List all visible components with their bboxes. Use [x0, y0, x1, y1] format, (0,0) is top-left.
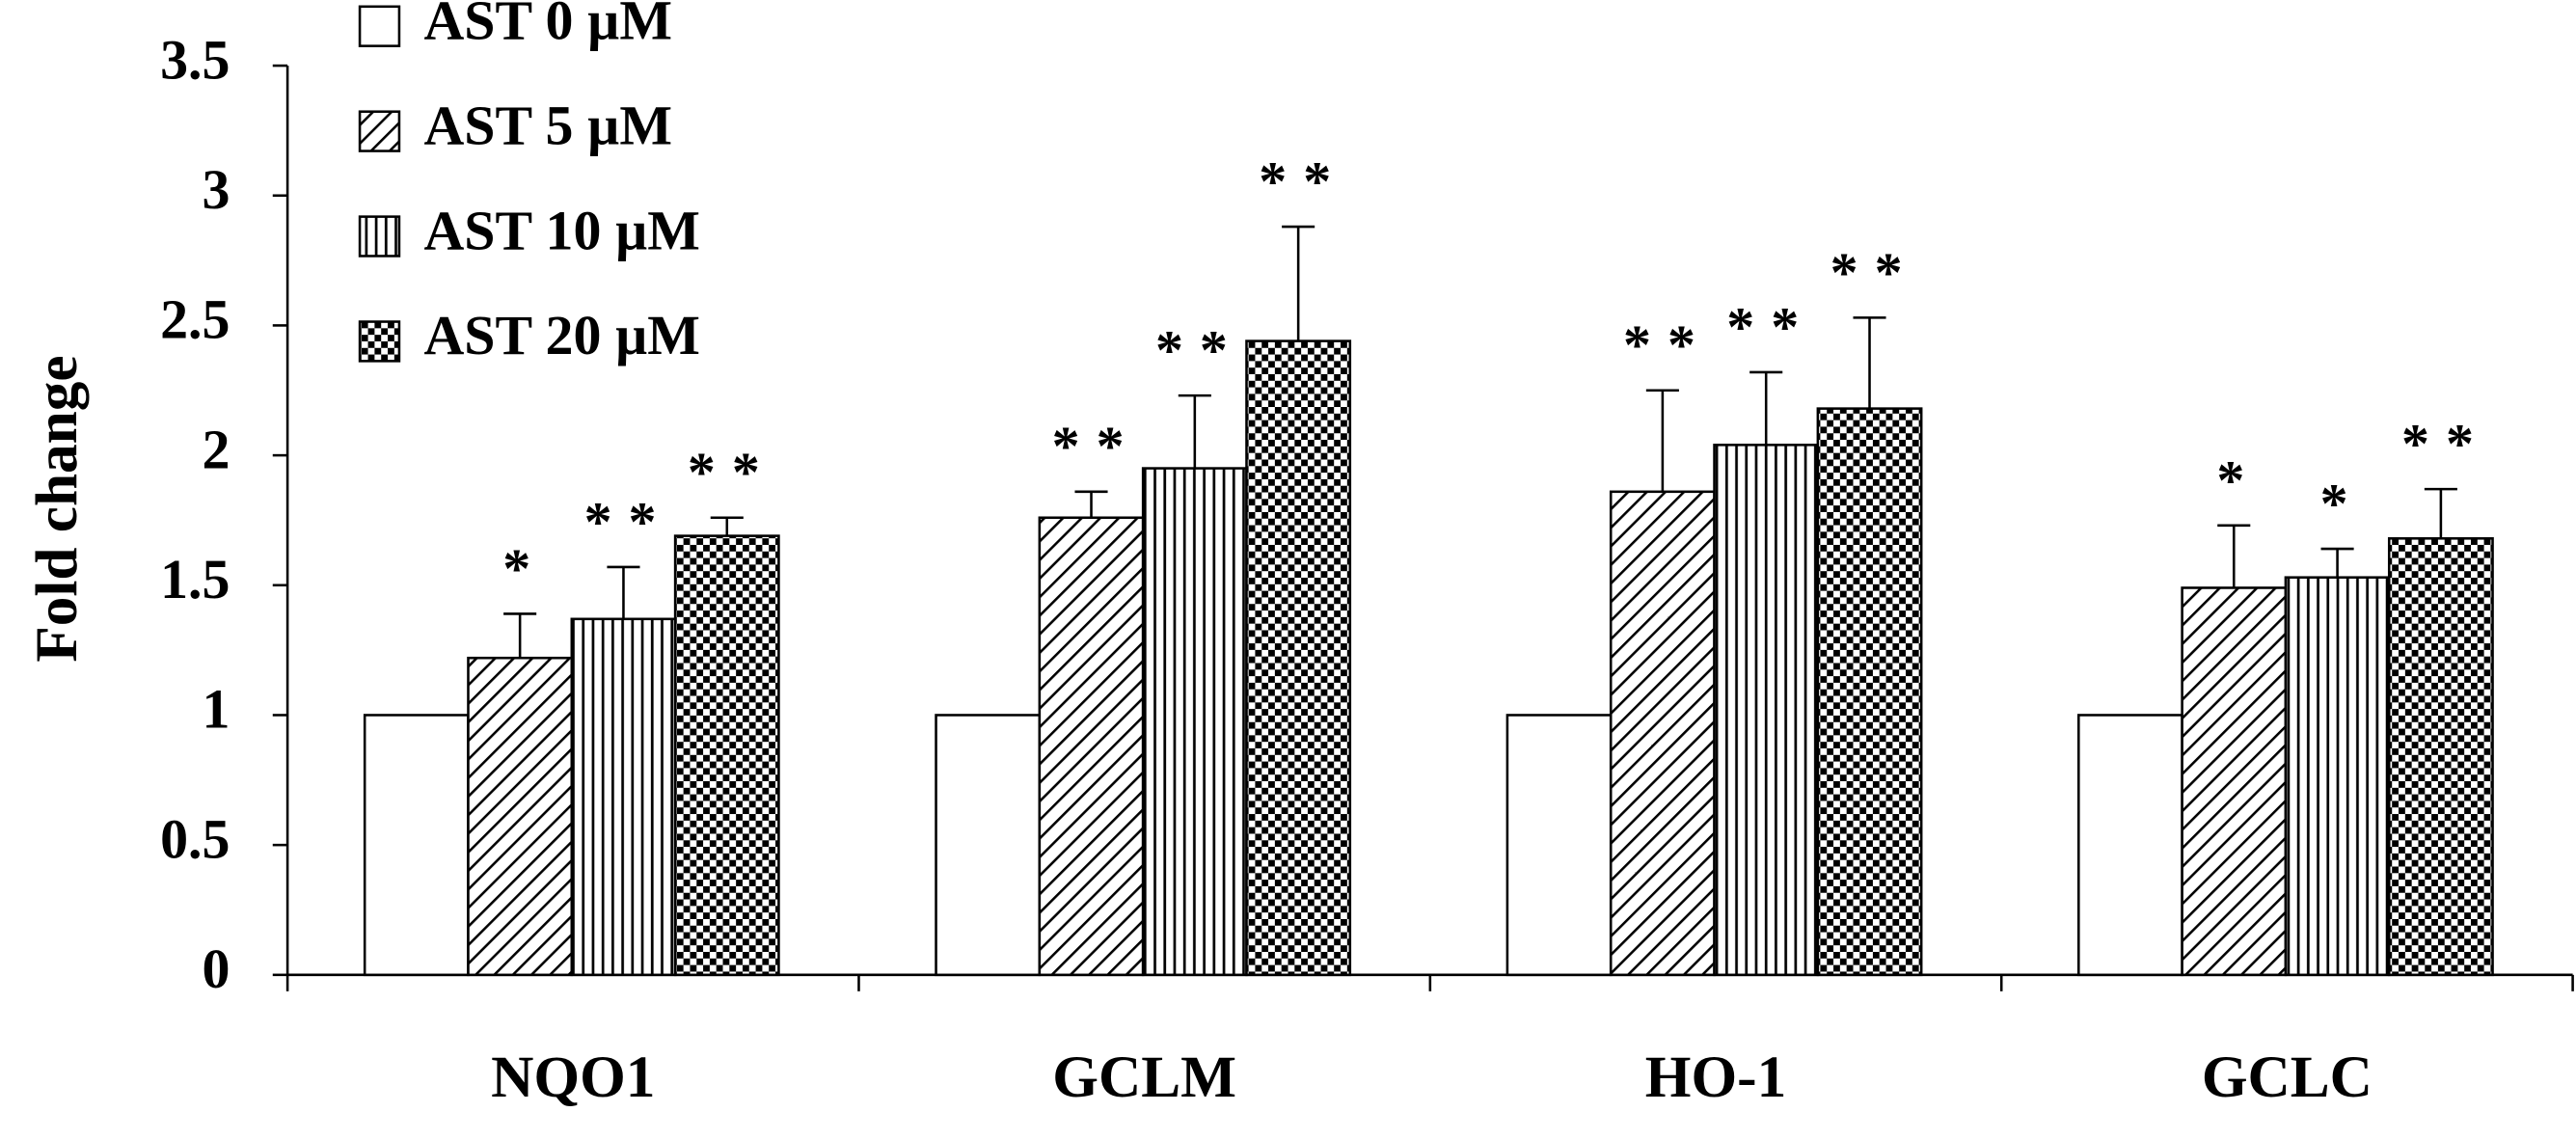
- y-tick-label: 1: [203, 678, 230, 741]
- bar: [2387, 537, 2494, 977]
- significance-label: **: [688, 441, 776, 503]
- legend-label: AST 20 µM: [423, 304, 699, 366]
- legend-label: AST 10 µM: [423, 199, 699, 261]
- legend-swatch: [358, 5, 401, 47]
- significance-label: *: [502, 537, 547, 600]
- x-tick-label: HO-1: [1645, 1044, 1786, 1110]
- significance-label: **: [1259, 150, 1347, 213]
- bar: [1609, 490, 1716, 977]
- bar: [1816, 407, 1923, 977]
- significance-label: **: [1155, 319, 1244, 382]
- significance-label: *: [2320, 473, 2365, 535]
- significance-label: **: [1726, 295, 1815, 358]
- bar: [363, 714, 470, 977]
- x-tick-label: GCLC: [2202, 1044, 2373, 1110]
- y-tick-label: 3.5: [160, 28, 230, 91]
- bar: [2181, 586, 2288, 977]
- y-axis-label: Fold change: [24, 355, 90, 662]
- legend-swatch: [358, 110, 401, 152]
- bar: [2284, 576, 2391, 977]
- significance-label: **: [584, 490, 673, 553]
- bar: [673, 534, 780, 977]
- y-tick-label: 2.5: [160, 288, 230, 351]
- y-tick-label: 0: [203, 937, 230, 1000]
- y-tick-label: 0.5: [160, 807, 230, 870]
- bar: [1038, 516, 1145, 977]
- legend-label: AST 5 µM: [423, 94, 672, 156]
- significance-label: **: [1830, 241, 1919, 304]
- y-tick-label: 2: [203, 418, 230, 480]
- significance-label: **: [1052, 415, 1141, 477]
- significance-label: *: [2216, 448, 2261, 511]
- significance-label: **: [1623, 313, 1712, 376]
- significance-label: **: [2401, 413, 2490, 475]
- bar: [935, 714, 1042, 977]
- bar: [570, 617, 677, 977]
- y-tick-label: 3: [203, 158, 230, 221]
- bar: [467, 656, 574, 977]
- bar: [1505, 714, 1613, 977]
- bar: [1713, 444, 1820, 977]
- bar: [1141, 467, 1248, 977]
- bar: [1245, 339, 1352, 977]
- x-tick-label: NQO1: [491, 1044, 655, 1110]
- bar: [2077, 714, 2183, 977]
- legend-swatch: [358, 320, 401, 363]
- legend-swatch: [358, 215, 401, 258]
- legend-label: AST 0 µM: [423, 0, 672, 51]
- y-tick-label: 1.5: [160, 548, 230, 610]
- x-tick-label: GCLM: [1052, 1044, 1236, 1110]
